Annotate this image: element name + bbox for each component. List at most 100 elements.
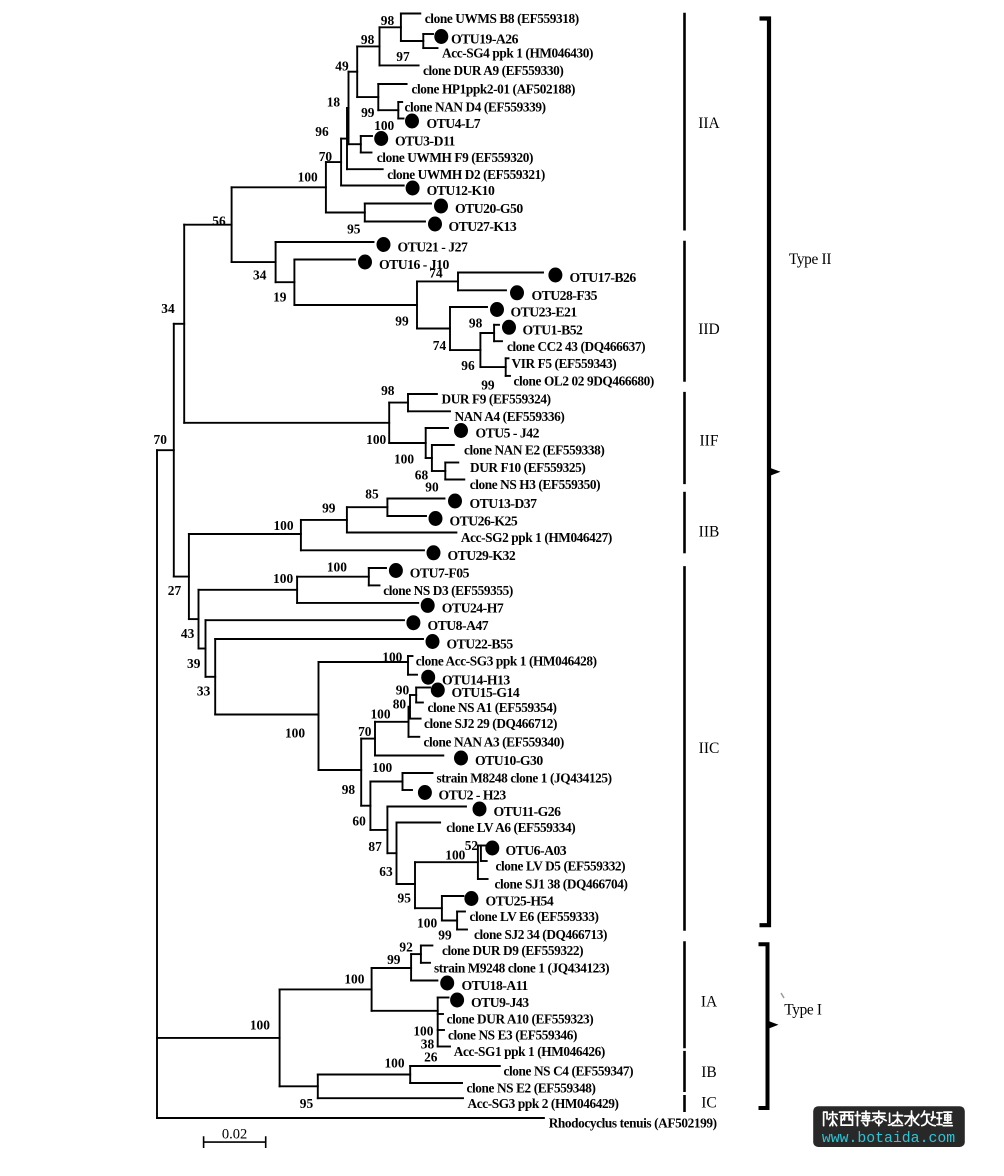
svg-text:Rhodocyclus tenuis (AF502199): Rhodocyclus tenuis (AF502199) bbox=[549, 1116, 717, 1131]
svg-text:OTU15-G14: OTU15-G14 bbox=[452, 685, 520, 700]
svg-text:33: 33 bbox=[197, 684, 211, 699]
svg-text:100: 100 bbox=[394, 452, 414, 467]
svg-text:OTU21 - J27: OTU21 - J27 bbox=[398, 240, 468, 255]
svg-text:OTU2 - H23: OTU2 - H23 bbox=[439, 788, 507, 803]
svg-text:OTU9-J43: OTU9-J43 bbox=[471, 995, 529, 1010]
svg-text:90: 90 bbox=[425, 480, 439, 495]
svg-text:99: 99 bbox=[395, 314, 409, 329]
svg-text:OTU6-A03: OTU6-A03 bbox=[506, 843, 567, 858]
svg-text:0.02: 0.02 bbox=[222, 1127, 247, 1143]
svg-text:NAN A4 (EF559336): NAN A4 (EF559336) bbox=[455, 409, 565, 424]
svg-text:OTU13-D37: OTU13-D37 bbox=[470, 496, 538, 511]
svg-text:OTU18-A11: OTU18-A11 bbox=[462, 978, 529, 993]
svg-text:clone LV D5 (EF559332): clone LV D5 (EF559332) bbox=[496, 859, 626, 874]
svg-text:34: 34 bbox=[253, 268, 267, 283]
svg-text:Acc-SG3 ppk 2 (HM046429): Acc-SG3 ppk 2 (HM046429) bbox=[468, 1096, 619, 1111]
svg-text:strain M9248 clone 1 (JQ434123: strain M9248 clone 1 (JQ434123) bbox=[434, 960, 609, 975]
svg-text:OTU29-K32: OTU29-K32 bbox=[448, 548, 516, 563]
svg-text:IIB: IIB bbox=[699, 524, 720, 541]
svg-text:IIC: IIC bbox=[699, 740, 720, 757]
svg-text:IIA: IIA bbox=[698, 115, 720, 132]
svg-text:96: 96 bbox=[461, 358, 475, 373]
svg-text:60: 60 bbox=[352, 814, 366, 829]
svg-text:70: 70 bbox=[154, 432, 168, 447]
svg-text:OTU22-B55: OTU22-B55 bbox=[447, 637, 514, 652]
svg-text:100: 100 bbox=[366, 432, 386, 447]
svg-text:clone NS D3 (EF559355): clone NS D3 (EF559355) bbox=[383, 583, 513, 598]
svg-text:clone HP1ppk2-01 (AF502188): clone HP1ppk2-01 (AF502188) bbox=[412, 82, 576, 97]
svg-text:99: 99 bbox=[481, 378, 495, 393]
svg-text:100: 100 bbox=[250, 1018, 270, 1033]
svg-text:100: 100 bbox=[382, 649, 402, 664]
svg-text:OTU7-F05: OTU7-F05 bbox=[410, 566, 470, 581]
svg-text:OTU8-A47: OTU8-A47 bbox=[428, 618, 489, 633]
svg-text:100: 100 bbox=[372, 760, 392, 775]
svg-text:OTU3-D11: OTU3-D11 bbox=[395, 134, 456, 149]
svg-text:OTU24-H7: OTU24-H7 bbox=[442, 601, 504, 616]
svg-text:clone NS A1 (EF559354): clone NS A1 (EF559354) bbox=[428, 700, 557, 715]
svg-text:Type I: Type I bbox=[784, 1001, 822, 1018]
svg-text:100: 100 bbox=[370, 707, 390, 722]
svg-text:strain M8248 clone 1 (JQ434125: strain M8248 clone 1 (JQ434125) bbox=[437, 771, 612, 786]
svg-text:99: 99 bbox=[438, 928, 452, 943]
svg-text:clone DUR D9 (EF559322): clone DUR D9 (EF559322) bbox=[442, 943, 583, 958]
svg-text:IB: IB bbox=[701, 1064, 717, 1081]
svg-text:92: 92 bbox=[399, 940, 413, 955]
svg-text:OTU11-G26: OTU11-G26 bbox=[494, 804, 562, 819]
svg-text:98: 98 bbox=[381, 13, 395, 28]
svg-text:43: 43 bbox=[181, 626, 195, 641]
svg-text:clone NS E3 (EF559346): clone NS E3 (EF559346) bbox=[448, 1028, 577, 1043]
svg-text:98: 98 bbox=[342, 782, 356, 797]
svg-text:clone UWMH D2 (EF559321): clone UWMH D2 (EF559321) bbox=[387, 167, 545, 182]
svg-text:OTU12-K10: OTU12-K10 bbox=[427, 183, 495, 198]
svg-text:74: 74 bbox=[429, 266, 443, 281]
svg-text:100: 100 bbox=[285, 726, 305, 741]
svg-text:clone UWMH F9 (EF559320): clone UWMH F9 (EF559320) bbox=[377, 150, 533, 165]
svg-text:19: 19 bbox=[273, 290, 287, 305]
svg-text:39: 39 bbox=[187, 656, 201, 671]
svg-text:OTU25-H54: OTU25-H54 bbox=[486, 894, 554, 909]
svg-text:OTU19-A26: OTU19-A26 bbox=[451, 32, 519, 47]
svg-text:clone NS H3 (EF559350): clone NS H3 (EF559350) bbox=[470, 477, 600, 492]
svg-text:70: 70 bbox=[319, 149, 333, 164]
svg-text:Acc-SG4 ppk 1 (HM046430): Acc-SG4 ppk 1 (HM046430) bbox=[442, 46, 593, 61]
svg-text:clone DUR A9 (EF559330): clone DUR A9 (EF559330) bbox=[423, 63, 563, 78]
svg-text:Acc-SG1 ppk 1 (HM046426): Acc-SG1 ppk 1 (HM046426) bbox=[454, 1044, 605, 1059]
svg-text:98: 98 bbox=[469, 315, 483, 330]
svg-text:100: 100 bbox=[327, 560, 347, 575]
svg-text:100: 100 bbox=[417, 915, 437, 930]
svg-text:18: 18 bbox=[327, 94, 341, 109]
svg-text:95: 95 bbox=[398, 891, 412, 906]
svg-text:clone SJ1 38 (DQ466704): clone SJ1 38 (DQ466704) bbox=[495, 877, 628, 892]
svg-text:100: 100 bbox=[298, 170, 318, 185]
svg-text:clone SJ2 34 (DQ466713): clone SJ2 34 (DQ466713) bbox=[474, 927, 607, 942]
svg-text:97: 97 bbox=[396, 49, 410, 64]
svg-text:100: 100 bbox=[413, 1023, 433, 1038]
svg-text:38: 38 bbox=[421, 1037, 435, 1052]
svg-text:VIR F5 (EF559343): VIR F5 (EF559343) bbox=[512, 356, 617, 371]
svg-text:OTU4-L7: OTU4-L7 bbox=[427, 116, 481, 131]
svg-text:98: 98 bbox=[381, 383, 395, 398]
svg-text:clone DUR A10 (EF559323): clone DUR A10 (EF559323) bbox=[447, 1012, 594, 1027]
svg-text:100: 100 bbox=[445, 848, 465, 863]
svg-text:100: 100 bbox=[384, 1056, 404, 1071]
svg-text:DUR F9 (EF559324): DUR F9 (EF559324) bbox=[442, 392, 551, 407]
svg-text:IA: IA bbox=[701, 993, 718, 1010]
svg-text:95: 95 bbox=[300, 1096, 314, 1111]
svg-text:OTU26-K25: OTU26-K25 bbox=[450, 514, 518, 529]
svg-text:Acc-SG2 ppk 1 (HM046427): Acc-SG2 ppk 1 (HM046427) bbox=[461, 530, 612, 545]
svg-text:OTU17-B26: OTU17-B26 bbox=[570, 270, 637, 285]
svg-text:99: 99 bbox=[322, 500, 336, 515]
svg-text:OTU1-B52: OTU1-B52 bbox=[523, 322, 584, 337]
svg-text:clone CC2 43 (DQ466637): clone CC2 43 (DQ466637) bbox=[507, 339, 645, 354]
svg-text:clone NS C4 (EF559347): clone NS C4 (EF559347) bbox=[504, 1064, 634, 1079]
svg-text:96: 96 bbox=[315, 124, 329, 139]
svg-text:DUR F10 (EF559325): DUR F10 (EF559325) bbox=[470, 460, 585, 475]
svg-text:100: 100 bbox=[273, 518, 293, 533]
svg-text:OTU5 - J42: OTU5 - J42 bbox=[476, 426, 540, 441]
svg-text:OTU28-F35: OTU28-F35 bbox=[532, 288, 598, 303]
svg-text:Type II: Type II bbox=[789, 251, 831, 268]
svg-text:clone Acc-SG3 ppk 1 (HM046428): clone Acc-SG3 ppk 1 (HM046428) bbox=[416, 654, 597, 669]
svg-text:100: 100 bbox=[344, 972, 364, 987]
svg-text:clone OL2 02 9DQ466680): clone OL2 02 9DQ466680) bbox=[514, 374, 654, 389]
